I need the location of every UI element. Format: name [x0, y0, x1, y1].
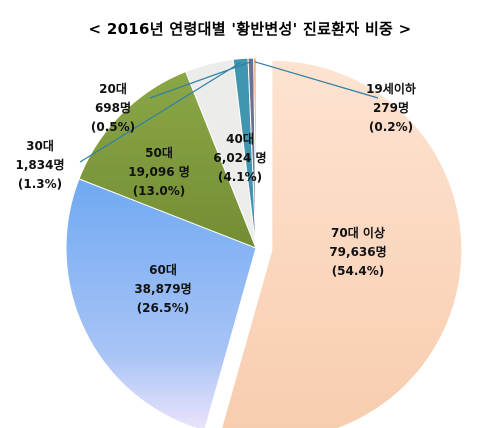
- slice-label: 60대 38,879명 (26.5%): [134, 263, 191, 315]
- slice-label: 19세이하 279명 (0.2%): [366, 81, 416, 134]
- leader-line: [254, 61, 379, 99]
- pie-slice: [221, 59, 463, 428]
- slice-label: 50대 19,096 명 (13.0%): [128, 146, 190, 198]
- slice-label: 70대 이상 79,636명 (54.4%): [329, 225, 386, 278]
- pie-slice: [65, 178, 257, 428]
- chart-title: < 2016년 연령대별 '황반변성' 진료환자 비중 >: [88, 20, 412, 38]
- slice-label: 20대 698명 (0.5%): [91, 82, 135, 134]
- leader-line: [149, 61, 252, 99]
- pie-slice: [78, 70, 257, 249]
- pie-slice: [253, 57, 257, 249]
- slice-label: 40대 6,024 명 (4.1%): [213, 132, 266, 184]
- slice-label: 30대 1,834명 (1.3%): [16, 139, 65, 191]
- leader-line: [79, 61, 242, 163]
